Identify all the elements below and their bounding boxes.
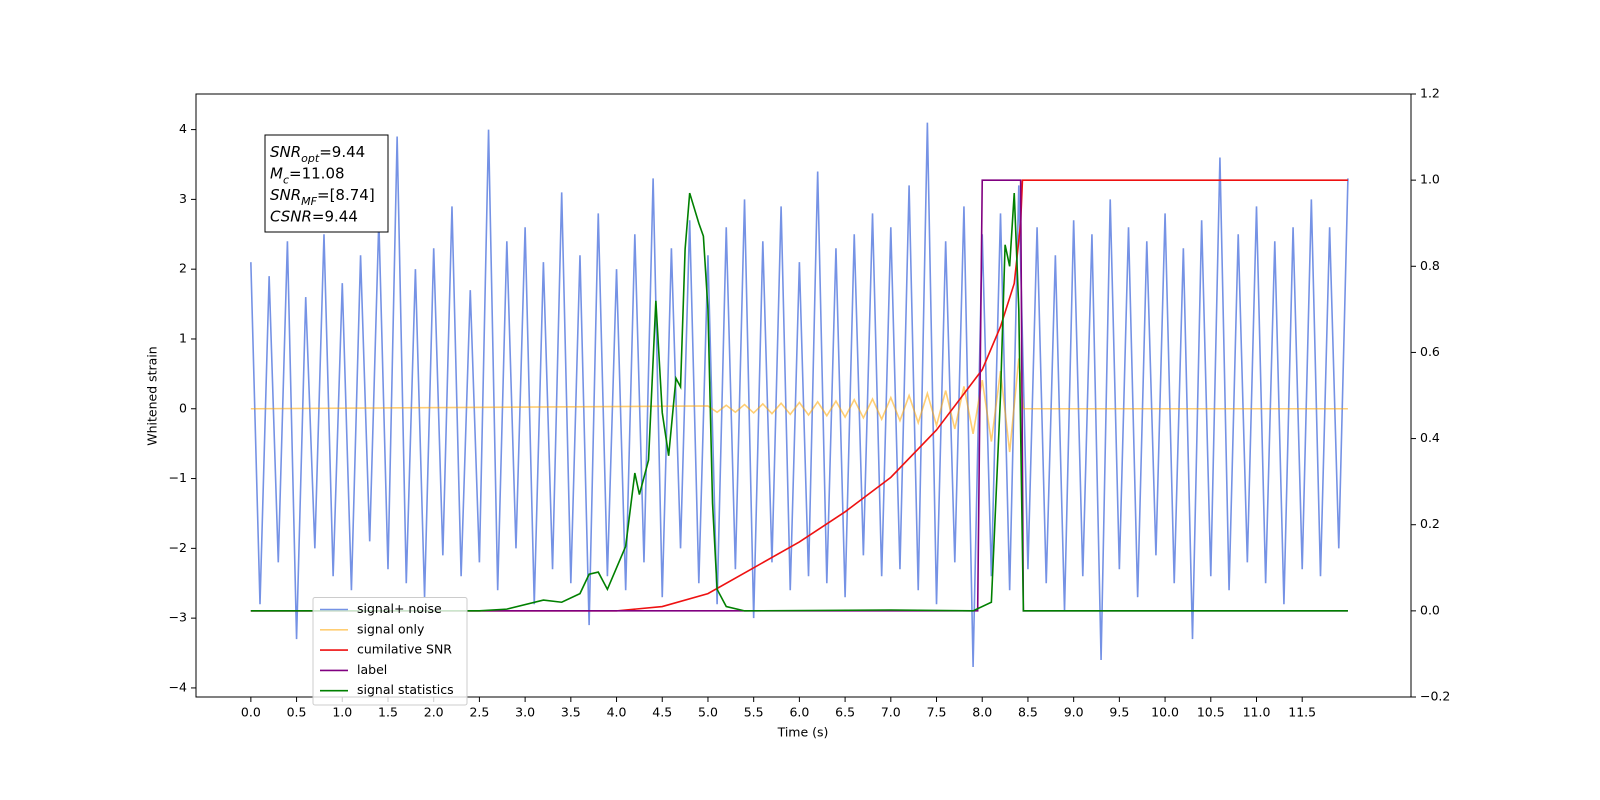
y2-tick-label: 0.8 — [1420, 258, 1440, 273]
legend-label: label — [357, 662, 387, 677]
series-line — [250, 179, 1348, 612]
series-line — [250, 192, 1348, 612]
x-tick-label: 7.5 — [927, 705, 947, 720]
annotation-text: =9.44 — [312, 207, 358, 225]
x-tick-label: 0.0 — [241, 705, 261, 720]
y-tick-label: −3 — [169, 610, 187, 625]
annotation-line: SNRopt=9.44 — [270, 143, 365, 165]
x-tick-label: 11.5 — [1288, 705, 1316, 720]
annotation-main: SNR — [270, 186, 301, 204]
x-tick-label: 0.5 — [287, 705, 307, 720]
y-tick-label: 1 — [179, 330, 187, 345]
x-tick-label: 4.0 — [607, 705, 627, 720]
x-tick-label: 10.0 — [1151, 705, 1179, 720]
legend-label: signal only — [357, 621, 425, 636]
annotation-line: Mc=11.08 — [270, 164, 345, 186]
legend-label: signal statistics — [357, 682, 454, 697]
x-tick-label: 2.0 — [424, 705, 444, 720]
x-tick-label: 9.5 — [1109, 705, 1129, 720]
x-tick-label: 1.0 — [332, 705, 352, 720]
x-tick-label: 3.0 — [515, 705, 535, 720]
plot-frame — [195, 93, 1412, 698]
annotation-box — [264, 134, 389, 233]
annotation-main: M — [270, 164, 283, 182]
annotation-sub: MF — [301, 195, 317, 208]
y-tick-label: 2 — [179, 261, 187, 276]
y2-tick-label: 1.0 — [1420, 172, 1440, 187]
y2-tick-label: 0.0 — [1420, 602, 1440, 617]
annotation-main: SNR — [270, 143, 301, 161]
annotation-text: =9.44 — [319, 143, 365, 161]
annotation-sub: c — [283, 173, 289, 186]
x-tick-label: 4.5 — [652, 705, 672, 720]
x-tick-label: 3.5 — [561, 705, 581, 720]
x-tick-label: 9.0 — [1064, 705, 1084, 720]
x-tick-label: 6.0 — [789, 705, 809, 720]
y-tick-label: −1 — [169, 470, 187, 485]
y-tick-label: −2 — [169, 540, 187, 555]
x-tick-label: 10.5 — [1197, 705, 1225, 720]
y-tick-label: −4 — [169, 679, 187, 694]
legend-label: signal+ noise — [357, 601, 442, 616]
y2-tick-label: 1.2 — [1420, 86, 1440, 101]
y2-tick-label: 0.6 — [1420, 344, 1440, 359]
annotation-line: SNRMF=[8.74] — [270, 186, 375, 208]
x-tick-label: 5.0 — [698, 705, 718, 720]
legend-label: cumilative SNR — [357, 642, 452, 657]
y2-tick-label: 0.4 — [1420, 430, 1440, 445]
x-tick-label: 8.0 — [972, 705, 992, 720]
y-tick-label: 4 — [179, 121, 187, 136]
y-tick-label: 0 — [179, 400, 187, 415]
y-tick-label: 3 — [179, 191, 187, 206]
x-tick-label: 8.5 — [1018, 705, 1038, 720]
y2-tick-label: −0.2 — [1420, 689, 1450, 704]
annotation-text: =11.08 — [289, 164, 345, 182]
x-tick-label: 6.5 — [835, 705, 855, 720]
series-line — [250, 179, 1348, 612]
y2-tick-label: 0.2 — [1420, 516, 1440, 531]
annotation-sub: opt — [301, 152, 320, 165]
x-tick-label: 7.0 — [881, 705, 901, 720]
annotation-line: CSNR=9.44 — [270, 207, 358, 225]
legend-box — [312, 597, 468, 706]
x-axis-label: Time (s) — [777, 725, 829, 740]
annotation-text: =[8.74] — [317, 186, 375, 204]
series-line — [250, 358, 1348, 453]
x-tick-label: 5.5 — [744, 705, 764, 720]
x-tick-label: 2.5 — [469, 705, 489, 720]
annotation-main: CSNR — [270, 207, 312, 225]
series-line — [250, 122, 1349, 668]
x-tick-label: 1.5 — [378, 705, 398, 720]
x-tick-label: 11.0 — [1243, 705, 1271, 720]
y-axis-label: Whitened strain — [145, 346, 160, 445]
